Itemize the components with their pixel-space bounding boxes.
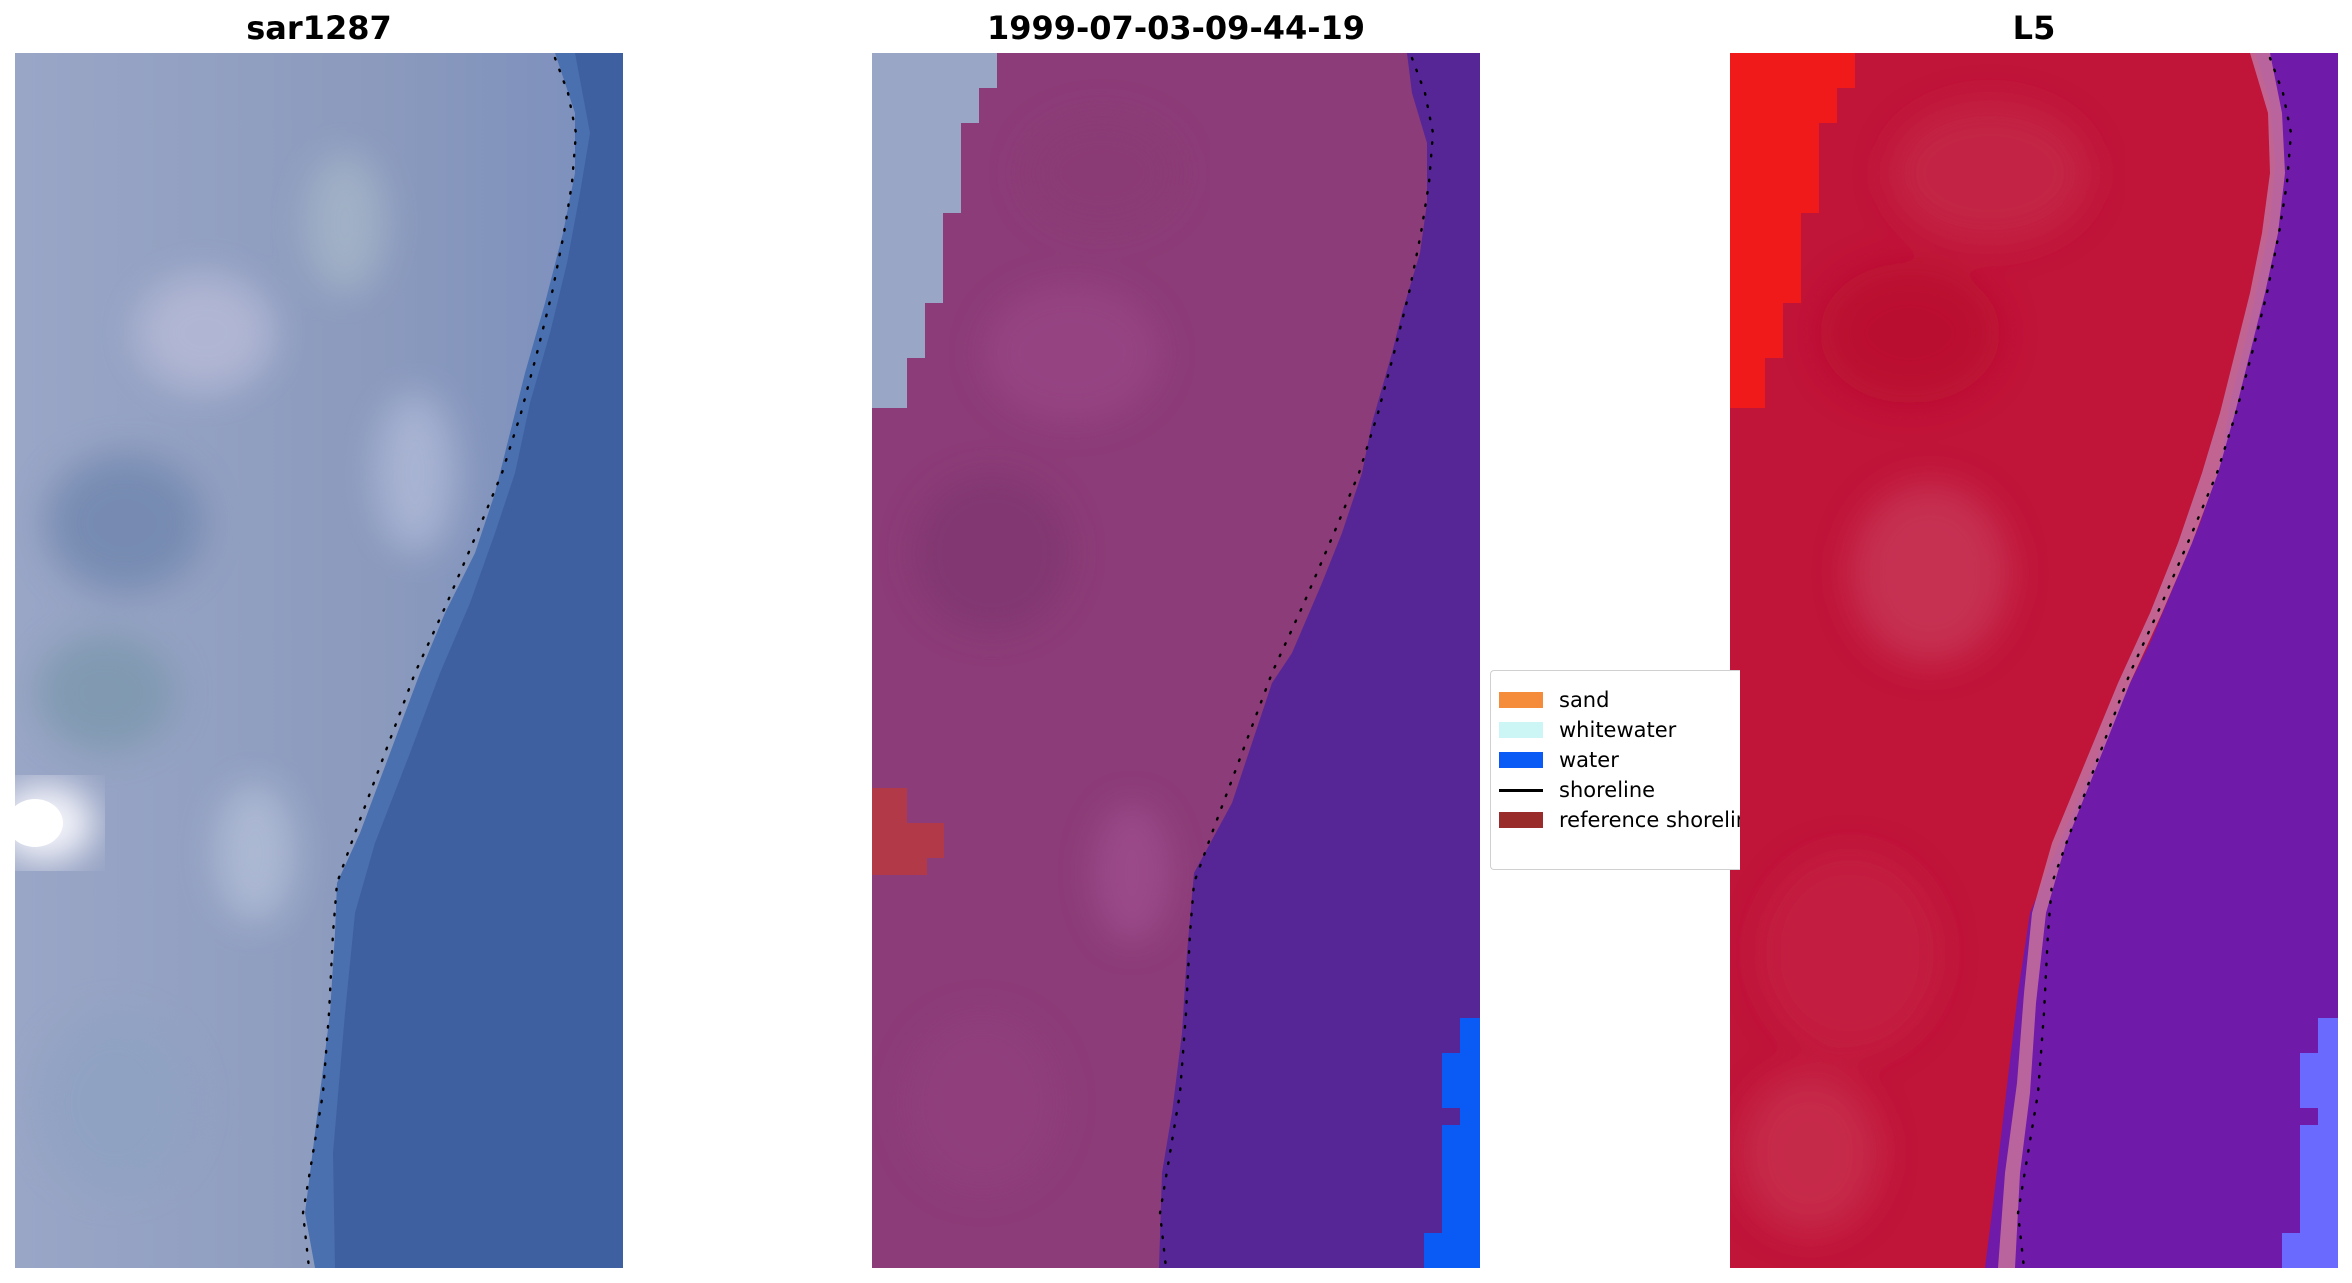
legend-item-shoreline: shoreline [1499, 776, 1655, 804]
reference-shoreline-swatch [1499, 812, 1543, 828]
legend-item-reference-shoreline: reference shoreline [1499, 806, 1740, 834]
whitewater-swatch [1499, 722, 1543, 738]
panel-title-l5: L5 [2012, 9, 2056, 47]
l5-image-panel [1730, 53, 2338, 1268]
legend-label: sand [1559, 688, 1610, 712]
sand-swatch [1499, 692, 1543, 708]
legend: sand whitewater water shoreline referenc… [1490, 670, 1740, 870]
l5-image [1730, 53, 2338, 1268]
sar1287-image-panel [15, 53, 623, 1268]
sar1287-image [15, 53, 623, 1268]
classified-image [872, 53, 1480, 1268]
shoreline-line-swatch [1499, 788, 1543, 792]
legend-item-sand: sand [1499, 686, 1609, 714]
classified-image-panel [872, 53, 1480, 1268]
legend-item-water: water [1499, 746, 1619, 774]
legend-label: whitewater [1559, 718, 1677, 742]
water-swatch [1499, 752, 1543, 768]
legend-label: water [1559, 748, 1619, 772]
legend-item-whitewater: whitewater [1499, 716, 1676, 744]
legend-label: reference shoreline [1559, 808, 1740, 832]
panel-title-sar1287: sar1287 [246, 9, 392, 47]
panel-title-date: 1999-07-03-09-44-19 [986, 9, 1366, 47]
legend-label: shoreline [1559, 778, 1656, 802]
